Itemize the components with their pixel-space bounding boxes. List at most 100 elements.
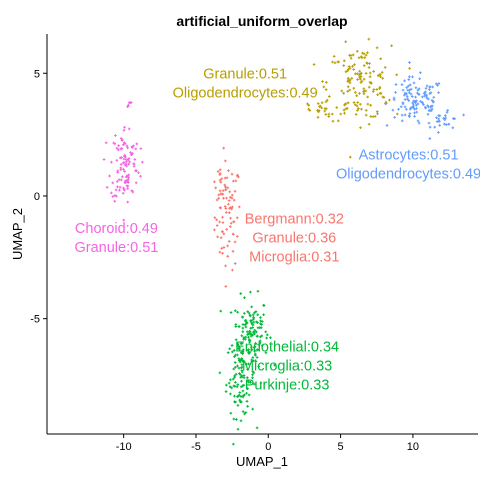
data-point: [115, 146, 119, 150]
data-point: [447, 122, 451, 126]
data-point: [409, 106, 413, 110]
data-point: [254, 342, 257, 345]
data-point: [408, 67, 411, 70]
data-point: [240, 342, 244, 345]
data-point: [266, 333, 269, 337]
data-point: [232, 417, 236, 421]
data-point: [216, 170, 220, 173]
data-point: [230, 196, 234, 200]
data-point: [421, 95, 424, 99]
data-point: [327, 112, 331, 116]
data-point: [416, 102, 420, 106]
data-point: [228, 195, 232, 199]
data-point: [233, 355, 236, 358]
cluster-label-1-line-0: Endothelial:0.34: [235, 339, 339, 355]
data-point: [251, 376, 254, 380]
data-point: [220, 177, 223, 181]
y-tick-label: 0: [34, 191, 40, 203]
cluster-label-0-line-1: Granule:0.36: [252, 231, 336, 247]
data-point: [412, 81, 416, 85]
data-point: [354, 91, 357, 94]
data-point: [359, 102, 362, 106]
data-point: [221, 215, 224, 219]
data-point: [252, 382, 256, 386]
data-point: [249, 327, 253, 330]
data-point: [256, 348, 259, 351]
cluster-label-0-line-0: Bergmann:0.32: [245, 212, 344, 228]
data-point: [233, 375, 236, 379]
data-point: [359, 75, 363, 78]
data-point: [347, 65, 351, 68]
data-point: [412, 105, 415, 109]
data-point: [324, 88, 328, 91]
data-point: [369, 115, 373, 118]
data-point: [120, 147, 124, 150]
data-point: [340, 89, 344, 93]
data-point: [117, 144, 120, 147]
data-point: [218, 189, 222, 193]
plot-title: artificial_uniform_overlap: [176, 13, 347, 29]
data-point: [224, 390, 228, 393]
data-point: [385, 124, 389, 127]
data-point: [223, 205, 227, 208]
data-point: [323, 107, 327, 110]
data-point: [417, 93, 421, 96]
cluster-label-2-line-0: Astrocytes:0.51: [359, 148, 459, 164]
data-point: [405, 95, 409, 98]
data-point: [227, 199, 231, 202]
data-point: [243, 323, 247, 327]
data-point: [114, 134, 117, 137]
data-point: [347, 67, 350, 71]
data-point: [322, 85, 326, 89]
data-point: [344, 40, 347, 43]
data-point: [240, 366, 243, 370]
data-point: [255, 356, 259, 359]
data-point: [346, 90, 350, 93]
cluster-label-2-line-1: Oligodendrocytes:0.49: [336, 167, 480, 183]
data-point: [123, 125, 126, 129]
data-point: [364, 53, 368, 57]
data-point: [355, 104, 359, 108]
data-point: [407, 99, 410, 102]
data-point: [379, 92, 383, 95]
data-point: [132, 162, 135, 166]
data-point: [358, 92, 361, 95]
data-point: [256, 313, 259, 317]
data-point: [218, 168, 222, 172]
data-point: [355, 94, 358, 98]
data-point: [348, 81, 352, 85]
data-point: [349, 54, 353, 57]
data-point: [102, 158, 106, 161]
data-point: [321, 80, 324, 83]
data-point: [230, 207, 233, 211]
data-point: [247, 335, 250, 339]
data-point: [253, 311, 256, 315]
data-point: [451, 126, 455, 130]
data-point: [358, 69, 361, 73]
data-point: [395, 73, 398, 77]
data-point: [124, 158, 128, 161]
data-point: [353, 63, 356, 66]
data-point: [345, 107, 349, 110]
data-point: [416, 91, 419, 95]
data-point: [132, 144, 135, 148]
data-point: [408, 75, 411, 78]
data-point: [228, 206, 231, 210]
data-point: [213, 216, 217, 219]
data-point: [417, 87, 421, 91]
data-point: [252, 359, 255, 363]
data-point: [225, 228, 228, 231]
data-point: [117, 178, 121, 181]
data-point: [227, 202, 230, 206]
data-point: [237, 366, 241, 370]
x-axis-title: UMAP_1: [236, 454, 288, 469]
data-point: [127, 162, 130, 166]
data-point: [399, 105, 403, 109]
data-point: [428, 137, 432, 140]
data-point: [394, 83, 398, 86]
data-point: [348, 155, 352, 159]
data-point: [406, 97, 409, 101]
data-point: [218, 371, 222, 375]
data-point: [362, 77, 366, 81]
data-point: [137, 171, 140, 175]
